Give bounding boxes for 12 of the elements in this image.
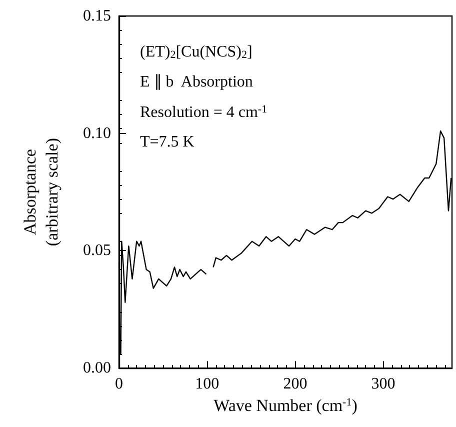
y-tick-label: 0.05 [83, 242, 111, 260]
y-axis-title: Absorptance (arbitrary scale) [20, 138, 62, 246]
annotation: T=7.5 K [140, 134, 195, 150]
x-tick-label: 100 [195, 376, 220, 393]
y-tick-label: 0.10 [83, 124, 111, 142]
y-tick-label: 0.00 [83, 360, 111, 377]
x-tick-label: 0 [115, 376, 123, 393]
annotation: E ∥ b Absorption [140, 74, 253, 90]
y-tick-label: 0.15 [83, 8, 111, 24]
x-tick-label: 200 [283, 376, 308, 393]
x-tick-label: 300 [371, 376, 396, 393]
annotation: (ET)2[Cu(NCS)2] [140, 44, 252, 61]
